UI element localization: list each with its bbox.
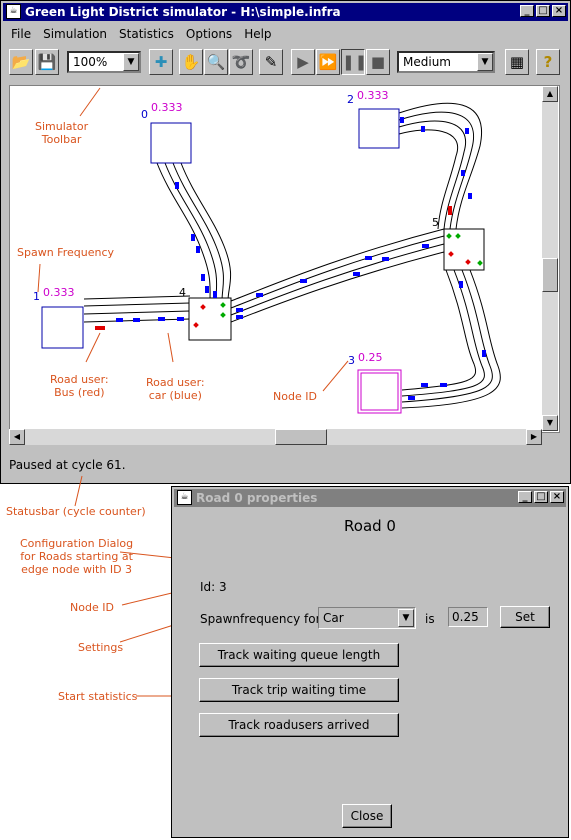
scroll-left-icon[interactable]: ◀ — [9, 429, 25, 445]
node-5-id-label: 5 — [432, 216, 439, 229]
fast-forward-icon[interactable]: ⏩ — [316, 49, 340, 75]
outer-annotation-leaders — [74, 475, 181, 697]
zoom-magnifier-icon[interactable]: 🔍 — [204, 49, 228, 75]
spawn-frequency-input[interactable]: 0.25 — [448, 607, 488, 627]
scroll-right-icon[interactable]: ▶ — [526, 429, 542, 445]
hand-scroll-icon[interactable]: ✋ — [179, 49, 203, 75]
spawn-frequency-label: Spawnfrequency for — [200, 612, 321, 626]
chevron-down-icon[interactable]: ▼ — [477, 53, 493, 71]
annotation-car: Road user: car (blue) — [146, 376, 205, 402]
node-1-box — [41, 306, 84, 349]
annotation-node-id-2: Node ID — [70, 601, 114, 614]
node-3-frequency: 0.25 — [358, 351, 383, 364]
network-canvas[interactable]: 0 0.333 1 0.333 2 0.333 3 0.25 4 5 Simul… — [9, 85, 560, 433]
dialog-title: Road 0 properties — [196, 491, 318, 505]
menu-help[interactable]: Help — [244, 27, 272, 41]
simulator-window: ☕ Green Light District simulator - H:\si… — [0, 0, 571, 484]
annotation-bus: Road user: Bus (red) — [50, 373, 109, 399]
node-3-id-label: 3 — [348, 354, 355, 367]
road-user-type-select[interactable]: Car ▼ — [318, 607, 416, 629]
minimize-icon[interactable]: _ — [518, 491, 532, 503]
minimize-icon[interactable]: _ — [520, 5, 534, 17]
chevron-down-icon[interactable]: ▼ — [123, 53, 139, 71]
vertical-scroll-thumb[interactable] — [542, 258, 558, 292]
menu-simulation[interactable]: Simulation — [43, 27, 108, 41]
node-1-id-label: 1 — [33, 290, 40, 303]
maximize-icon[interactable]: □ — [534, 491, 548, 503]
track-trip-waiting-time-button[interactable]: Track trip waiting time — [199, 678, 399, 702]
chevron-down-icon[interactable]: ▼ — [398, 609, 414, 627]
main-title-bar[interactable]: ☕ Green Light District simulator - H:\si… — [3, 3, 568, 21]
node-0-box — [150, 122, 192, 164]
menu-options[interactable]: Options — [185, 27, 233, 41]
set-button[interactable]: Set — [500, 606, 550, 628]
annotation-start-statistics: Start statistics — [58, 690, 138, 703]
pause-icon[interactable]: ❚❚ — [341, 49, 367, 75]
java-app-icon: ☕ — [6, 4, 21, 19]
track-waiting-queue-button[interactable]: Track waiting queue length — [199, 643, 399, 667]
help-question-icon[interactable]: ? — [536, 49, 560, 75]
status-bar: Paused at cycle 61. — [9, 458, 126, 472]
menu-statistics[interactable]: Statistics — [119, 27, 174, 41]
node-2-box — [358, 108, 400, 149]
close-icon[interactable]: × — [552, 5, 566, 17]
road-network-drawing — [37, 87, 501, 414]
maximize-icon[interactable]: □ — [536, 5, 550, 17]
close-button[interactable]: Close — [342, 804, 392, 828]
menu-file[interactable]: File — [11, 27, 32, 41]
lasso-icon[interactable]: ➰ — [229, 49, 253, 75]
settings-window-icon[interactable]: ▦ — [505, 49, 529, 75]
annotation-statusbar: Statusbar (cycle counter) — [6, 505, 146, 518]
horizontal-scroll-thumb[interactable] — [275, 429, 327, 445]
dialog-title-bar[interactable]: ☕ Road 0 properties _ □ × — [174, 489, 566, 507]
node-3-box — [357, 369, 402, 414]
node-1-frequency: 0.333 — [43, 286, 75, 299]
road-user-type-value: Car — [323, 611, 344, 625]
edit-brush-icon[interactable]: ✎ — [259, 49, 283, 75]
zoom-value: 100% — [73, 55, 108, 69]
track-roadusers-arrived-button[interactable]: Track roadusers arrived — [199, 713, 399, 737]
dialog-heading: Road 0 — [344, 517, 396, 535]
is-label: is — [425, 612, 435, 626]
save-disk-icon[interactable]: 💾 — [35, 49, 59, 75]
speed-select[interactable]: Medium ▼ — [397, 51, 495, 73]
zoom-select[interactable]: 100% ▼ — [67, 51, 141, 73]
horizontal-scrollbar[interactable]: ◀ ▶ — [9, 429, 542, 445]
annotation-settings: Settings — [78, 641, 124, 654]
menu-bar: File Simulation Statistics Options Help — [5, 25, 278, 43]
simulator-toolbar: 📂 💾 100% ▼ ✚ ✋ 🔍 ➰ ✎ ▶ ⏩ ❚❚ ■ Medium ▼ ▦… — [5, 49, 566, 79]
node-2-id-label: 2 — [347, 93, 354, 106]
node-0-frequency: 0.333 — [151, 101, 183, 114]
scroll-up-icon[interactable]: ▲ — [542, 86, 558, 102]
stop-icon[interactable]: ■ — [366, 49, 390, 75]
road-properties-dialog: ☕ Road 0 properties _ □ × Road 0 Id: 3 S… — [171, 486, 569, 838]
node-2-frequency: 0.333 — [357, 89, 389, 102]
play-icon[interactable]: ▶ — [291, 49, 315, 75]
center-cross-icon[interactable]: ✚ — [149, 49, 173, 75]
node-4-id-label: 4 — [179, 286, 186, 299]
open-folder-icon[interactable]: 📂 — [9, 49, 33, 75]
main-window-title: Green Light District simulator - H:\simp… — [25, 5, 341, 19]
annotation-spawn-frequency: Spawn Frequency — [17, 246, 114, 259]
annotation-config-dialog: Configuration Dialog for Roads starting … — [20, 537, 134, 576]
vertical-scrollbar[interactable]: ▲ ▼ — [542, 86, 558, 431]
node-0-id-label: 0 — [141, 108, 148, 121]
speed-value: Medium — [403, 55, 451, 69]
java-app-icon: ☕ — [177, 490, 192, 505]
node-id-text: Id: 3 — [200, 580, 227, 594]
scroll-down-icon[interactable]: ▼ — [542, 415, 558, 431]
annotation-simulator-toolbar: Simulator Toolbar — [35, 120, 89, 146]
annotation-node-id: Node ID — [273, 390, 317, 403]
close-icon[interactable]: × — [550, 491, 564, 503]
